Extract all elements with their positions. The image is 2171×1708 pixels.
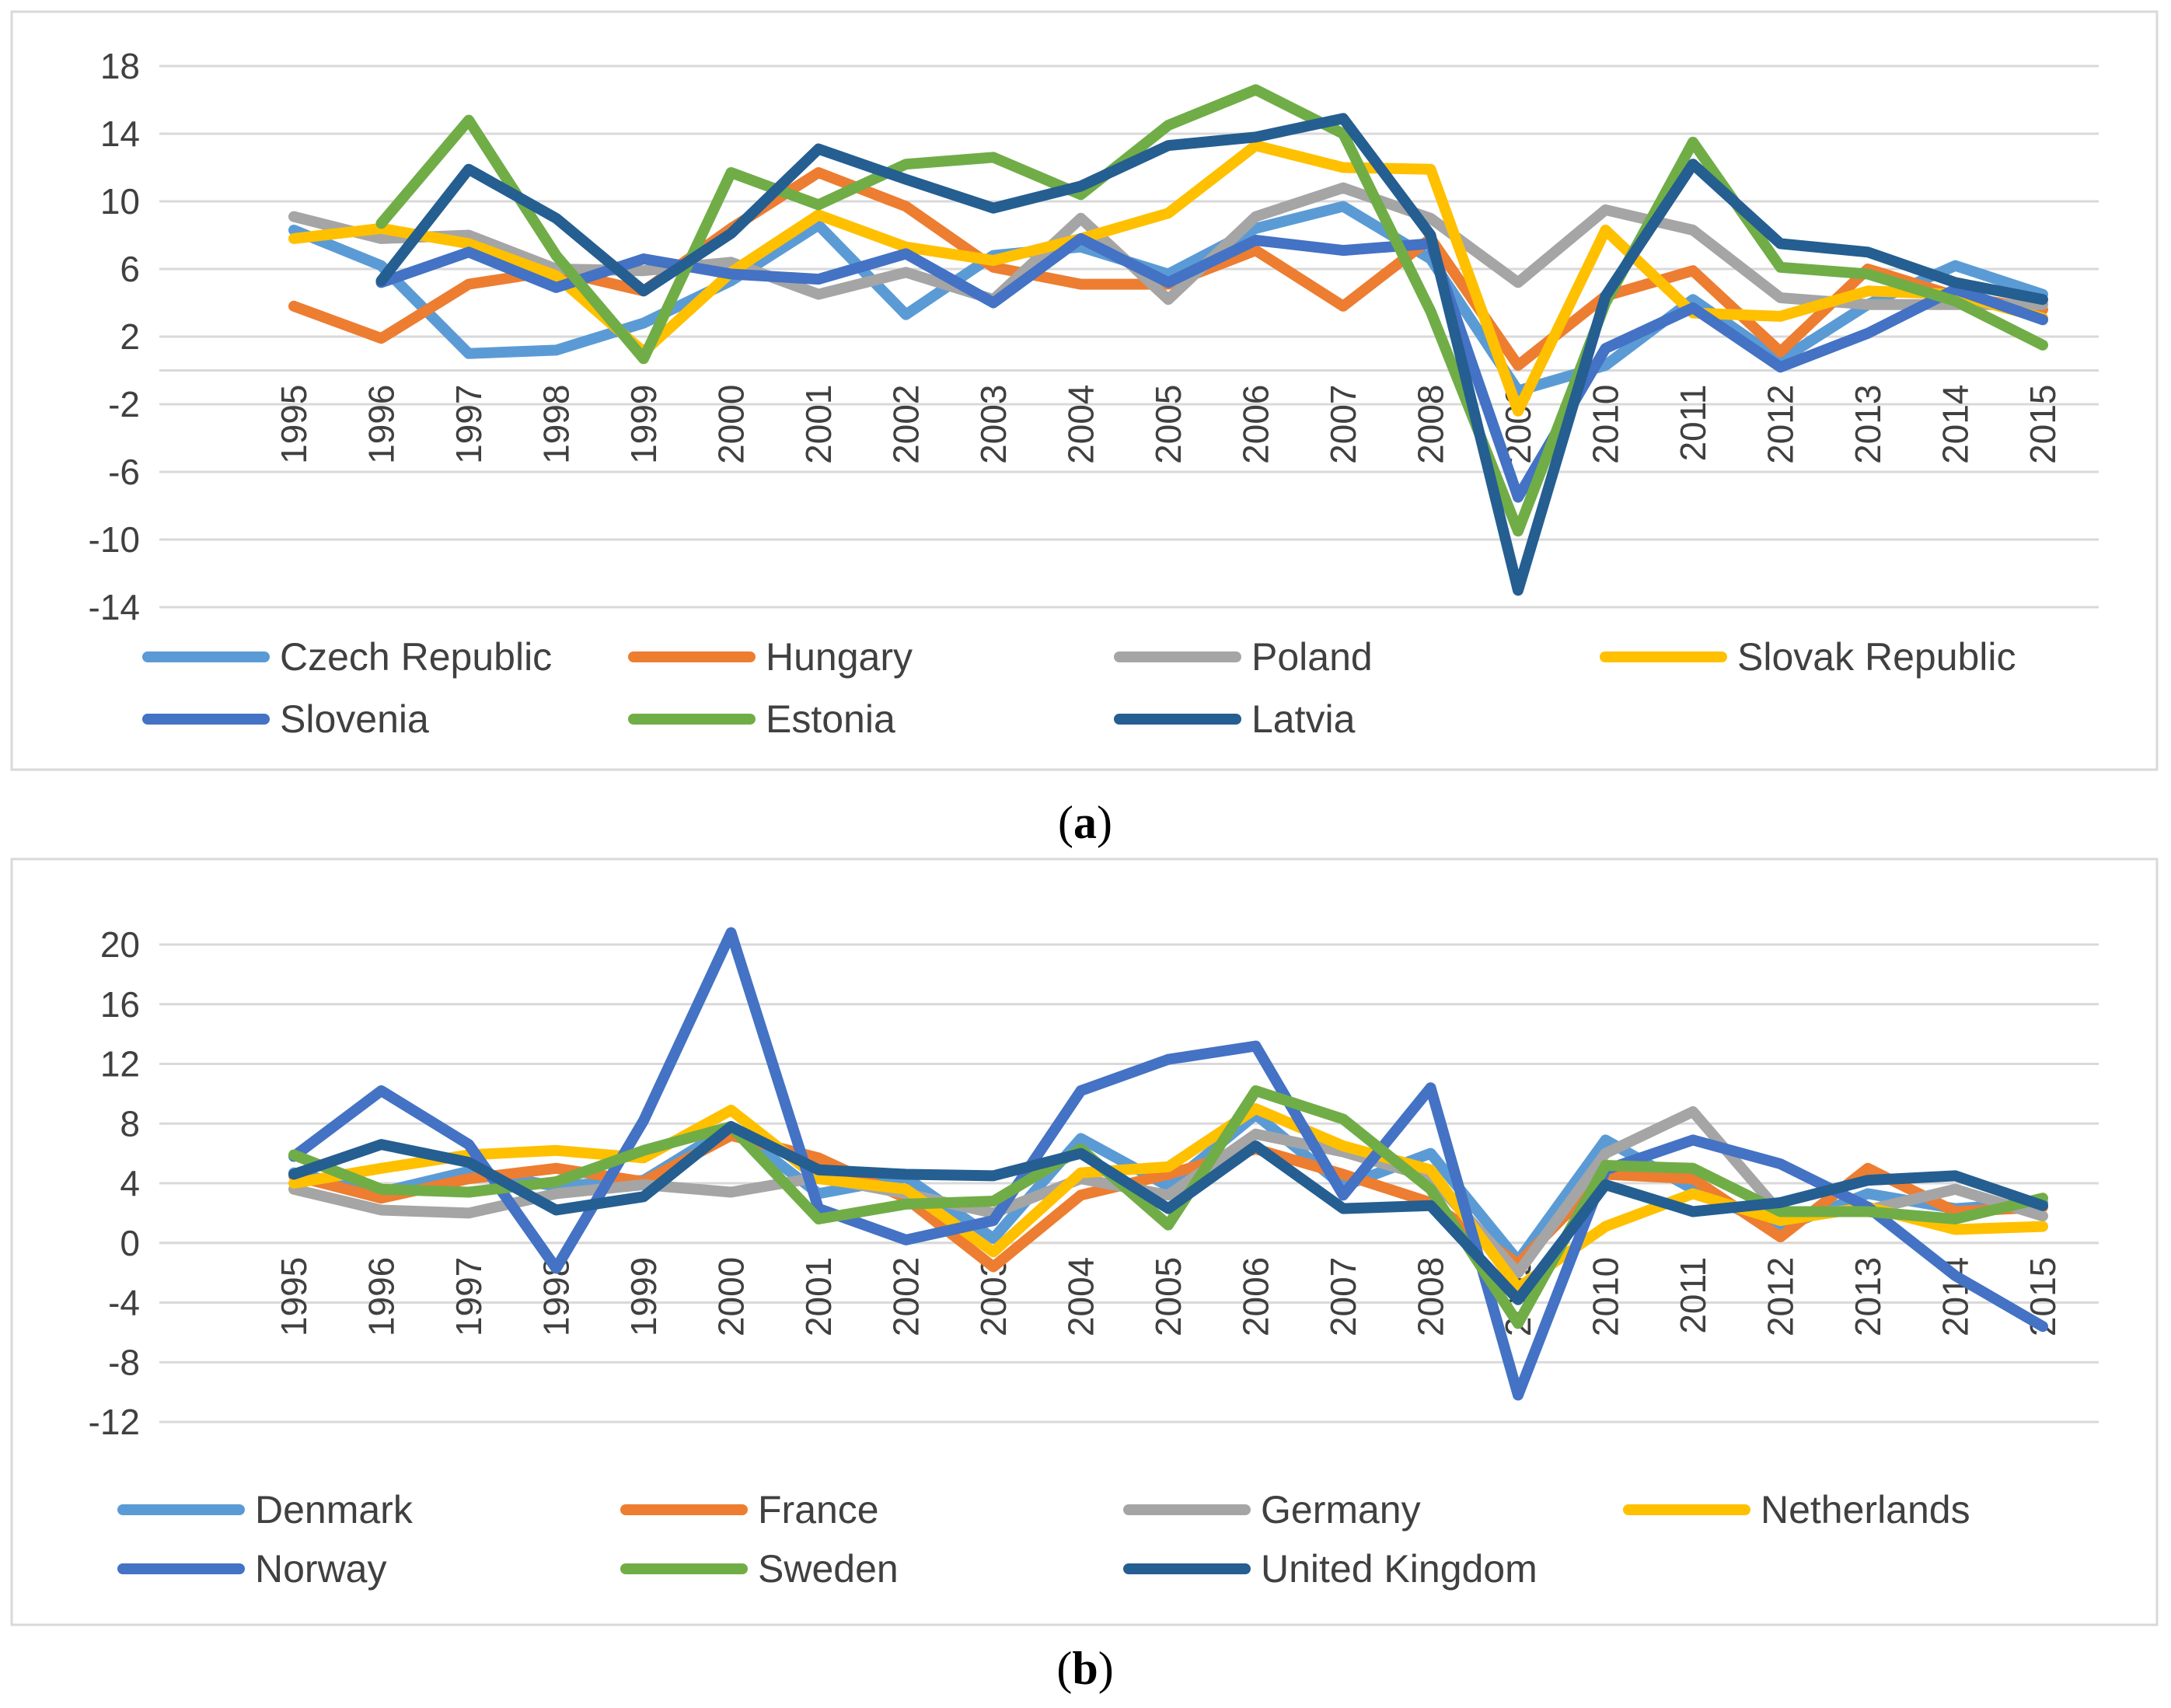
legend-label: Slovenia [280,697,429,741]
x-tick-label: 1998 [536,385,577,464]
x-tick-label: 2000 [711,1257,752,1336]
series-line-latvia [375,113,2048,596]
legend-label: Germany [1261,1488,1421,1532]
x-tick-label: 2010 [1586,1257,1626,1336]
x-tick-label: 2002 [886,385,927,464]
legend-label: Hungary [766,635,913,679]
series-line-germany [288,1105,2048,1279]
x-tick-label: 1996 [361,1257,402,1336]
legend-label: Poland [1251,635,1373,679]
x-tick-label: 2011 [1673,1257,1713,1334]
y-tick-label: -6 [108,452,140,492]
chart-a-series [288,84,2048,596]
chart-a-frame [10,10,2159,771]
y-tick-label: -4 [108,1283,140,1323]
legend-label: Czech Republic [280,635,552,679]
x-tick-label: 2015 [2023,385,2063,464]
y-tick-label: -14 [89,587,140,627]
x-tick-label: 2007 [1323,1257,1363,1336]
x-tick-label: 1995 [274,1257,314,1336]
x-tick-label: 2014 [1935,385,1976,464]
series-line-slovenia [375,232,2048,503]
x-tick-label: 2008 [1411,1257,1451,1336]
caption-a: (a) [1058,797,1112,848]
x-tick-label: 1997 [449,385,489,464]
series-line-poland [288,182,2048,310]
y-tick-label: 2 [120,316,140,357]
chart-a-x-axis: 1995 1996 1997 1998 1999 2000 2001 2002 2003 2004… [274,385,2063,464]
x-tick-label: 2005 [1148,385,1188,464]
legend-label: Slovak Republic [1737,635,2016,679]
series-line-netherlands [288,1103,2048,1294]
y-tick-label: 0 [120,1223,140,1263]
chart-b-legend: Denmark France Germany Netherlands Norway Swe… [117,1488,1970,1591]
legend-label: Sweden [758,1547,899,1591]
y-tick-label: -12 [89,1402,140,1442]
y-tick-label: -10 [89,519,140,560]
x-tick-label: 1996 [361,385,402,464]
legend-label: France [758,1488,879,1532]
x-tick-label: 2006 [1236,1257,1276,1336]
caption-b: (b) [1056,1643,1113,1694]
x-tick-label: 2003 [973,385,1014,464]
series-line-sweden [288,1085,2048,1329]
x-tick-label: 2012 [1761,1257,1801,1336]
x-tick-label: 2007 [1323,385,1363,464]
x-tick-label: 2001 [798,1257,839,1336]
x-tick-label: 2005 [1148,1257,1188,1336]
x-tick-label: 2004 [1061,1257,1101,1336]
x-tick-label: 1999 [623,1257,664,1336]
legend-label: Estonia [766,697,895,741]
chart-a-y-axis: 18 14 10 6 2 -2 -6 -10 -14 [89,46,140,627]
x-tick-label: 1999 [623,385,664,464]
x-tick-label: 2013 [1848,385,1888,464]
x-tick-label: 2004 [1061,385,1101,464]
y-tick-label: 4 [120,1163,140,1203]
x-tick-label: 2010 [1586,385,1626,464]
x-tick-label: 2013 [1848,1257,1888,1336]
legend-label: Norway [255,1547,386,1591]
y-tick-label: 6 [120,249,140,289]
series-line-estonia [375,84,2048,537]
y-tick-label: -8 [108,1342,140,1382]
chart-a-legend: Czech Republic Hungary Poland Slovak Republ… [142,635,2016,741]
chart-b-x-axis: 1995 1996 1997 1998 1999 2000 2001 2002 2003 2004… [274,1257,2063,1336]
chart-panel-a: 18 14 10 6 2 -2 -6 -10 -14 1995 1996 1997 1998 1999 2… [10,10,2159,771]
legend-label: Latvia [1251,697,1356,741]
x-tick-label: 2012 [1761,385,1801,464]
legend-label: Netherlands [1761,1488,1970,1532]
series-line-czech-republic [288,201,2048,396]
x-tick-label: 2002 [886,1257,927,1336]
series-line-norway [288,927,2048,1401]
x-tick-label: 2001 [798,385,839,464]
y-tick-label: 18 [100,46,140,86]
chart-b-series [288,927,2048,1401]
x-tick-label: 1995 [274,385,314,464]
x-tick-label: 2000 [711,385,752,464]
y-tick-label: 8 [120,1103,140,1144]
legend-label: United Kingdom [1261,1547,1538,1591]
y-tick-label: 16 [100,984,140,1025]
x-tick-label: 2011 [1673,385,1713,462]
legend-label: Denmark [255,1488,414,1532]
y-tick-label: 20 [100,924,140,965]
chart-b-y-axis: 20 16 12 8 4 0 -4 -8 -12 [89,924,140,1442]
series-line-united-kingdom [288,1121,2048,1305]
y-tick-label: 10 [100,181,140,222]
x-tick-label: 2006 [1236,385,1276,464]
y-tick-label: 12 [100,1044,140,1085]
y-tick-label: -2 [108,384,140,424]
x-tick-label: 1997 [449,1257,489,1336]
x-tick-label: 2008 [1411,385,1451,464]
series-line-slovak-republic [288,140,2048,417]
y-tick-label: 14 [100,114,140,154]
